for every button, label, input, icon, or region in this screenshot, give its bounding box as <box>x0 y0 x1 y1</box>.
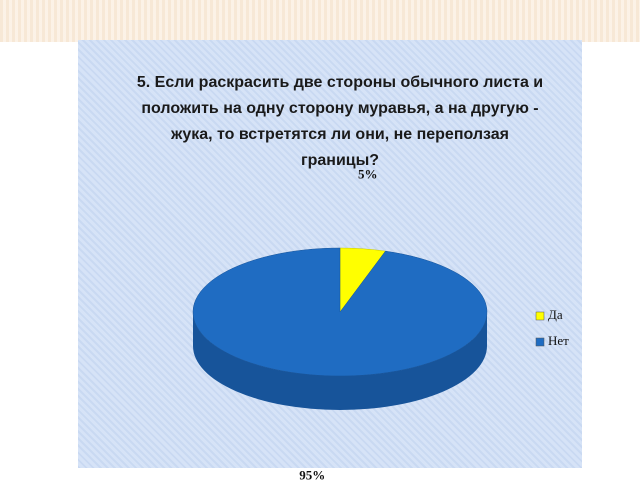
data-label: 5% <box>358 166 378 181</box>
legend-label: Нет <box>548 333 569 348</box>
legend-label: Да <box>548 307 563 322</box>
pie-side <box>193 312 487 410</box>
legend-swatch <box>535 311 545 321</box>
data-label: 95% <box>299 467 325 480</box>
chart-title: 5. Если раскрасить две стороны обычного … <box>136 74 544 169</box>
pie-slice <box>192 247 488 377</box>
decor-stripe <box>0 0 640 42</box>
legend-swatch <box>535 337 545 347</box>
